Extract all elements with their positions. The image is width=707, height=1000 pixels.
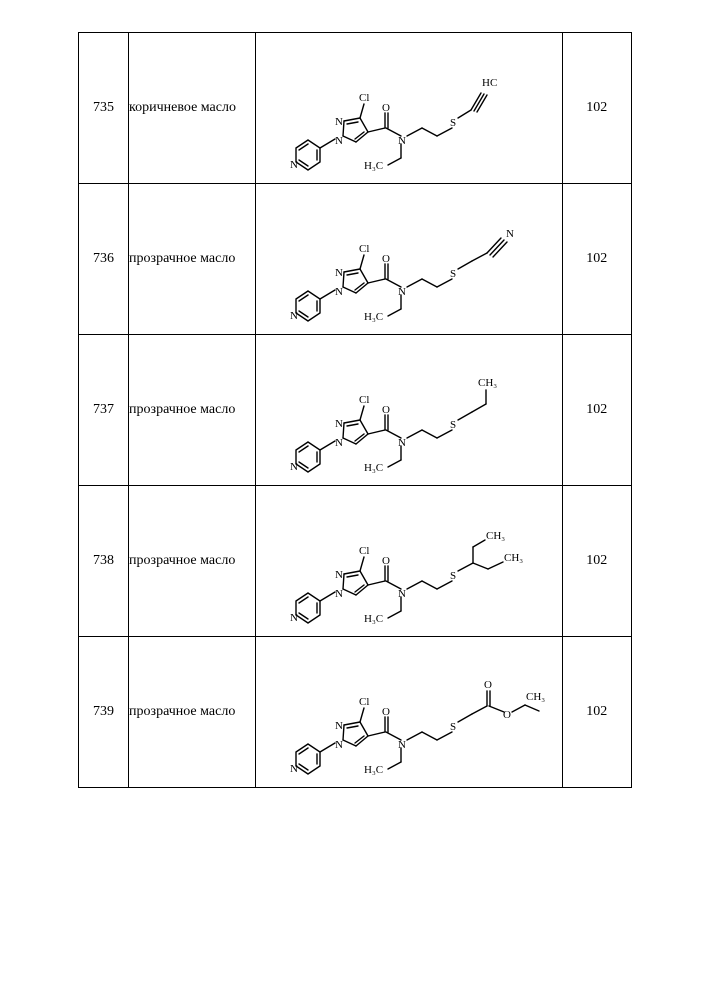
compound-id: 735 [79,33,129,184]
structure-svg: N N N Cl O N H₃C S CH₃ CH₃ [264,489,554,629]
svg-text:O: O [382,253,390,265]
svg-text:H₃C: H₃C [364,462,383,474]
svg-text:Cl: Cl [359,394,369,406]
compound-ref: 102 [562,184,631,335]
svg-text:N: N [290,310,298,322]
svg-text:N: N [398,286,406,298]
compound-desc: прозрачное масло [129,184,256,335]
compound-desc: прозрачное масло [129,637,256,788]
structure-svg: N N N Cl O N H₃C S CH₃ [264,338,554,478]
structure-svg: N N N Cl O N H₃C S N [264,187,554,327]
svg-text:Cl: Cl [359,243,369,255]
svg-text:N: N [398,135,406,147]
svg-text:N: N [398,739,406,751]
compound-structure: N N N Cl O N H₃C S O O CH₃ [256,637,562,788]
svg-text:N: N [335,135,343,147]
svg-text:O: O [503,709,511,721]
svg-text:CH₃: CH₃ [504,552,523,564]
svg-text:O: O [382,555,390,567]
compound-structure: N N N Cl O N H₃C S CH₃ CH₃ [256,486,562,637]
table-row: 739 прозрачное масло N N N Cl O N H₃C S … [79,637,632,788]
svg-text:O: O [382,102,390,114]
svg-text:S: S [450,268,456,280]
svg-text:CH₃: CH₃ [526,691,545,703]
table-row: 737 прозрачное масло N N N Cl O N H₃C S … [79,335,632,486]
compound-ref: 102 [562,637,631,788]
compound-ref: 102 [562,33,631,184]
compound-table: 735 коричневое масло N N N Cl O N H₃C S [78,32,632,788]
table-row: 738 прозрачное масло N N N Cl O N H₃C S … [79,486,632,637]
svg-text:HC: HC [482,77,497,89]
svg-text:N: N [290,763,298,775]
svg-text:Cl: Cl [359,545,369,557]
compound-desc: коричневое масло [129,33,256,184]
svg-text:S: S [450,117,456,129]
structure-svg: N N N Cl O N H₃C S HC [264,36,554,176]
svg-text:N: N [290,159,298,171]
svg-text:N: N [335,286,343,298]
compound-id: 738 [79,486,129,637]
svg-text:H₃C: H₃C [364,613,383,625]
svg-text:H₃C: H₃C [364,764,383,776]
compound-id: 736 [79,184,129,335]
svg-text:N: N [335,437,343,449]
svg-text:S: S [450,419,456,431]
compound-structure: N N N Cl O N H₃C S HC [256,33,562,184]
svg-text:N: N [506,228,514,240]
svg-text:Cl: Cl [359,696,369,708]
table-row: 735 коричневое масло N N N Cl O N H₃C S [79,33,632,184]
svg-text:N: N [335,588,343,600]
svg-text:N: N [398,437,406,449]
compound-ref: 102 [562,335,631,486]
compound-structure: N N N Cl O N H₃C S N [256,184,562,335]
compound-structure: N N N Cl O N H₃C S CH₃ [256,335,562,486]
svg-text:N: N [335,418,343,430]
svg-text:Cl: Cl [359,92,369,104]
svg-text:H₃C: H₃C [364,311,383,323]
svg-text:N: N [290,461,298,473]
svg-text:O: O [382,404,390,416]
svg-text:CH₃: CH₃ [486,530,505,542]
table-row: 736 прозрачное масло N N N Cl O N H₃C S … [79,184,632,335]
structure-svg: N N N Cl O N H₃C S O O CH₃ [264,640,554,780]
compound-id: 737 [79,335,129,486]
svg-text:S: S [450,570,456,582]
svg-text:O: O [382,706,390,718]
compound-id: 739 [79,637,129,788]
svg-text:N: N [398,588,406,600]
svg-text:N: N [335,116,343,128]
svg-text:N: N [335,720,343,732]
svg-text:N: N [335,739,343,751]
svg-text:N: N [335,267,343,279]
svg-text:CH₃: CH₃ [478,377,497,389]
compound-desc: прозрачное масло [129,335,256,486]
svg-text:N: N [335,569,343,581]
svg-text:N: N [290,612,298,624]
svg-text:H₃C: H₃C [364,160,383,172]
table-body: 735 коричневое масло N N N Cl O N H₃C S [79,33,632,788]
svg-text:O: O [484,679,492,691]
compound-ref: 102 [562,486,631,637]
compound-desc: прозрачное масло [129,486,256,637]
svg-text:S: S [450,721,456,733]
